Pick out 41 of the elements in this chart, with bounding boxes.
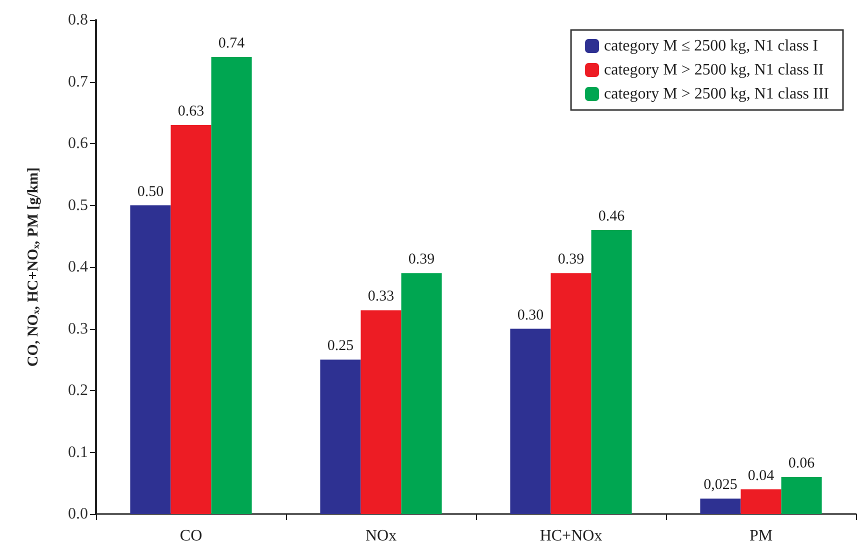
bar [591,230,632,514]
y-tick-label: 0.2 [68,382,88,399]
data-label: 0.33 [368,288,394,305]
x-tick-label: HC+NOx [540,528,602,544]
data-label: 0.25 [327,338,354,354]
y-axis-title: CO, NOₓ, HC+NOₓ, PM [g/km] [26,167,42,367]
bar [700,498,741,514]
bar [510,328,551,514]
data-label: 0.63 [178,103,204,120]
bar [320,360,361,514]
y-tick-label: 0.8 [68,12,88,28]
data-label: 0.39 [408,252,435,268]
y-tick-label: 0.5 [68,196,88,214]
data-label: 0.30 [517,307,544,324]
bar [211,57,252,514]
bar [170,124,212,514]
bar [130,205,171,514]
x-tick-label: CO [180,528,202,544]
data-label: 0.50 [137,184,164,200]
legend-label: category M > 2500 kg, N1 class II [604,62,824,78]
data-label: 0.46 [598,208,626,224]
legend-label: category M ≤ 2500 kg, N1 class I [604,38,818,54]
y-tick-label: 0.0 [68,506,88,522]
x-tick-label: NOx [365,528,397,544]
y-tick-label: 0.6 [68,135,88,152]
y-tick-label: 0.3 [68,320,88,338]
data-label: 0.04 [748,468,775,484]
legend-label: category M > 2500 kg, N1 class III [604,86,829,102]
x-tick-label: PM [749,528,773,544]
bar [360,310,402,514]
bar [550,273,592,514]
bar [740,489,782,514]
bar [781,476,822,514]
y-tick-label: 0.4 [68,258,88,276]
data-label: 0.06 [788,455,816,472]
y-tick-label: 0.7 [68,73,88,90]
data-label: 0.74 [218,36,246,52]
data-label: 0.39 [558,252,584,268]
data-label: 0,025 [704,477,738,494]
bar [401,273,442,514]
y-tick-label: 0.1 [68,444,88,461]
